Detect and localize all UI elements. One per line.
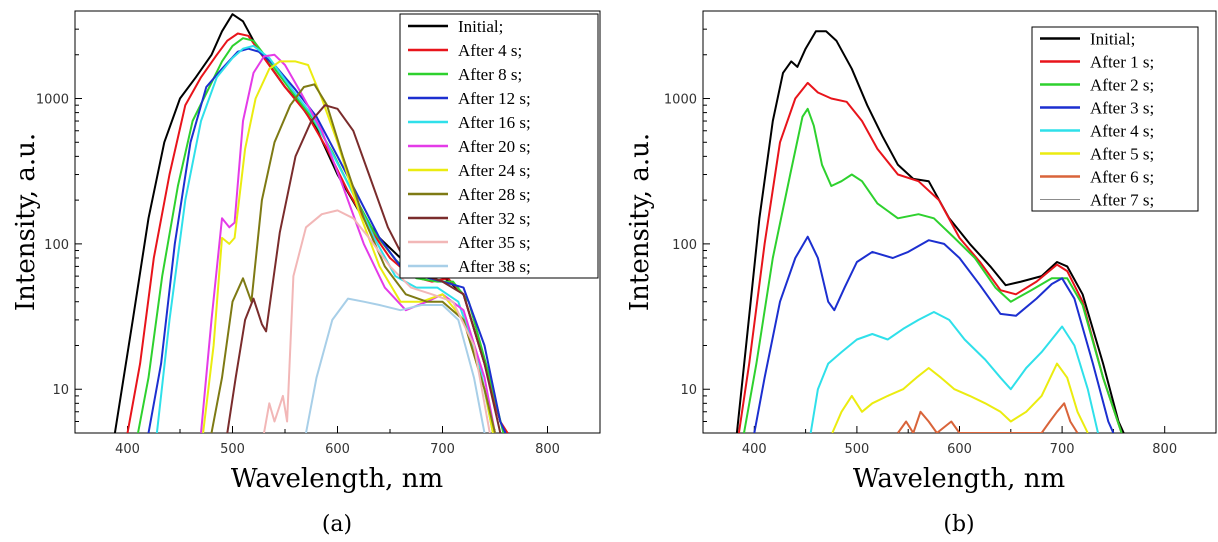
legend-label: After 35 s; [458, 233, 531, 252]
x-axis-title: Wavelength, nm [853, 464, 1065, 494]
x-tick-label: 700 [430, 442, 455, 457]
series-layer [735, 30, 1125, 433]
series-line [735, 30, 1125, 433]
series-line [155, 44, 494, 433]
legend-label: Initial; [1090, 30, 1135, 49]
y-tick-label: 10 [52, 383, 69, 398]
y-tick-label: 100 [672, 238, 697, 253]
legend-label: After 4 s; [458, 41, 522, 60]
series-line [263, 209, 491, 433]
x-tick-label: 700 [1050, 442, 1075, 457]
series-line [743, 107, 1123, 433]
panel-label-a: (a) [322, 512, 352, 537]
legend-label: After 2 s; [1090, 76, 1154, 95]
x-axis: 400 500 600 700 800 [74, 426, 601, 457]
x-tick-label: 400 [115, 442, 140, 457]
legend-label: After 12 s; [458, 89, 531, 108]
series-line [897, 402, 1079, 433]
x-axis: 400 500 600 700 800 [702, 426, 1217, 457]
series-line [737, 81, 1123, 433]
x-tick-label: 500 [220, 442, 245, 457]
panel-a: 400 500 600 700 800 10 100 1000 Initial; After … [11, 10, 601, 537]
series-line [226, 104, 502, 433]
series-line [753, 235, 1115, 433]
legend-label: After 8 s; [458, 65, 522, 84]
y-axis-title: Intensity, a.u. [625, 133, 655, 311]
y-tick-label: 1000 [664, 93, 697, 108]
legend-label: After 6 s; [1090, 168, 1154, 187]
legend-label: After 28 s; [458, 185, 531, 204]
legend-label: After 4 s; [1090, 122, 1154, 141]
legend-label: After 1 s; [1090, 53, 1154, 72]
legend-label: After 7 s; [1090, 191, 1154, 210]
y-axis: 10 100 1000 [664, 10, 710, 434]
series-line [305, 297, 486, 433]
legend-label: After 38 s; [458, 257, 531, 276]
y-tick-label: 10 [680, 383, 697, 398]
legend-label: After 16 s; [458, 113, 531, 132]
panel-b: 400 500 600 700 800 10 100 1000 Initial; After … [625, 10, 1217, 537]
x-tick-label: 800 [1152, 442, 1177, 457]
legend-label: Initial; [458, 17, 503, 36]
series-line [831, 362, 1089, 433]
y-axis-title: Intensity, a.u. [11, 133, 41, 311]
series-line [210, 83, 496, 433]
legend: Initial; After 4 s; After 8 s; After 12 s; A… [399, 13, 599, 279]
x-tick-label: 600 [325, 442, 350, 457]
legend-label: After 3 s; [1090, 99, 1154, 118]
legend-box [1031, 26, 1199, 212]
x-tick-label: 800 [535, 442, 560, 457]
legend: Initial; After 1 s; After 2 s; After 3 s; Af… [1031, 26, 1199, 212]
legend-label: After 32 s; [458, 209, 531, 228]
legend-label: After 20 s; [458, 137, 531, 156]
series-line [809, 311, 1099, 433]
x-axis-title: Wavelength, nm [231, 464, 443, 494]
series-line [202, 60, 494, 433]
x-tick-label: 400 [742, 442, 767, 457]
legend-label: After 24 s; [458, 161, 531, 180]
x-tick-label: 600 [947, 442, 972, 457]
y-tick-label: 100 [44, 238, 69, 253]
panel-label-b: (b) [943, 512, 974, 537]
x-tick-label: 500 [844, 442, 869, 457]
legend-label: After 5 s; [1090, 145, 1154, 164]
y-tick-label: 1000 [36, 93, 69, 108]
y-axis: 10 100 1000 [36, 10, 82, 434]
